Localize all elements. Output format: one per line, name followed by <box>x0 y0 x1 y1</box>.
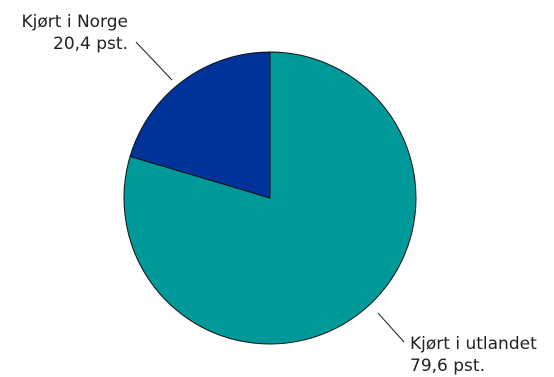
slice-value-label-2: 20,4 pst. <box>53 34 128 54</box>
pie-slices <box>124 52 416 344</box>
leader-line-1 <box>378 313 404 342</box>
slice-label-2: Kjørt i Norge <box>21 12 128 32</box>
slice-label-1: Kjørt i utlandet <box>410 334 537 354</box>
leader-line-2 <box>136 42 172 80</box>
slice-value-label-1: 79,6 pst. <box>410 356 485 376</box>
